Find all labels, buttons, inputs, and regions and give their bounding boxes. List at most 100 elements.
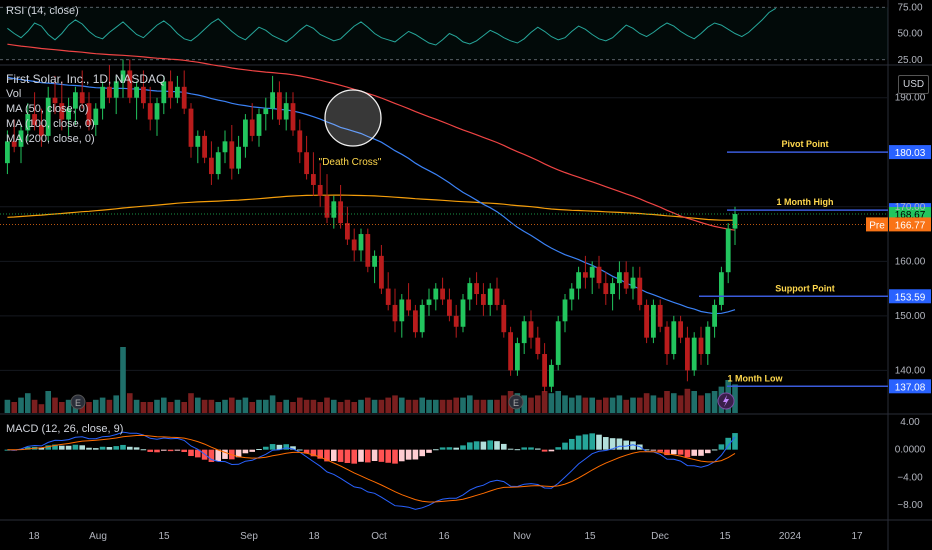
legend-vol[interactable]: Vol: [6, 88, 22, 100]
macd-histogram-bar: [596, 434, 602, 450]
candle-body: [712, 304, 717, 327]
volume-bar: [344, 399, 351, 413]
volume-bar: [684, 388, 691, 413]
macd-histogram-bar: [507, 448, 514, 450]
volume-bar: [45, 391, 51, 413]
candle-body: [637, 277, 643, 305]
candle-body: [528, 321, 534, 338]
candle-body: [542, 354, 547, 387]
candle-body: [630, 277, 636, 289]
volume-bar: [473, 399, 480, 413]
volume-bar: [494, 399, 500, 413]
macd-histogram-bar: [664, 449, 670, 456]
volume-bar: [235, 399, 242, 413]
volume-bar: [575, 395, 582, 413]
macd-histogram-bar: [188, 449, 194, 457]
macd-histogram-bar: [235, 449, 242, 458]
macd-histogram-bar: [263, 446, 269, 450]
macd-histogram-bar: [222, 449, 228, 459]
volume-bar: [215, 402, 221, 413]
earnings-marker-aug[interactable]: E: [70, 394, 86, 410]
earnings-marker-oct[interactable]: E: [508, 394, 524, 410]
time-tick-label: Nov: [513, 531, 531, 542]
macd-histogram-bar: [154, 449, 160, 453]
volume-bar: [18, 397, 24, 413]
macd-histogram-bar: [113, 446, 119, 450]
level-price-tag: [889, 289, 931, 304]
macd-histogram-bar: [38, 447, 45, 450]
volume-bar: [623, 399, 629, 413]
volume-bar: [140, 402, 147, 413]
volume-bar: [167, 402, 174, 413]
macd-histogram-bar: [337, 449, 344, 462]
macd-histogram-bar: [643, 449, 650, 451]
symbol-title[interactable]: First Solar, Inc., 1D, NASDAQ: [6, 72, 166, 86]
currency-button[interactable]: USD: [898, 75, 930, 94]
macd-tick-label: −8.00: [897, 500, 923, 511]
macd-histogram-bar: [195, 449, 201, 458]
candle-body: [195, 135, 201, 147]
macd-histogram-bar: [351, 449, 357, 464]
macd-histogram-bar: [181, 449, 187, 453]
candle-body: [277, 92, 282, 120]
macd-histogram-bar: [671, 449, 677, 455]
candle-body: [229, 141, 235, 169]
candle-body: [100, 86, 105, 109]
candle-body: [52, 97, 58, 104]
candle-body: [79, 92, 85, 104]
macd-histogram-bar: [732, 433, 738, 450]
volume-bar: [677, 395, 684, 413]
legend-ma200[interactable]: MA (200, close, 0): [6, 133, 95, 145]
candle-body: [39, 124, 44, 136]
time-tick-label: 15: [584, 531, 596, 542]
time-tick-label: Aug: [89, 531, 107, 542]
macd-title[interactable]: MACD (12, 26, close, 9): [6, 423, 124, 435]
macd-histogram-bar: [358, 449, 364, 462]
legend-ma50[interactable]: MA (50, close, 0): [6, 103, 89, 115]
level-price-tag: [889, 145, 931, 160]
volume-bar: [487, 399, 493, 413]
volume-bar: [365, 397, 371, 413]
macd-histogram-bar: [460, 445, 466, 450]
candle-body: [181, 86, 187, 109]
volume-bar: [691, 391, 697, 413]
dividend-lightning-icon[interactable]: [717, 392, 735, 410]
volume-bar: [392, 395, 398, 413]
macd-histogram-bar: [79, 445, 85, 450]
macd-histogram-bar: [589, 433, 595, 450]
rsi-title[interactable]: RSI (14, close): [6, 5, 79, 17]
macd-histogram-bar: [623, 440, 629, 450]
candle-body: [270, 92, 275, 109]
candle-body: [474, 283, 479, 295]
macd-histogram-bar: [52, 444, 58, 450]
candle-body: [283, 103, 289, 120]
candle-body: [365, 234, 371, 267]
macd-histogram-bar: [174, 449, 181, 451]
macd-histogram-bar: [99, 446, 106, 450]
volume-bar: [263, 399, 269, 413]
legend-ma100[interactable]: MA (100, close, 0): [6, 118, 95, 130]
volume-bar: [59, 402, 65, 413]
rsi-tick-label: 75.00: [897, 2, 922, 13]
macd-histogram-bar: [399, 449, 405, 462]
volume-bar: [541, 391, 548, 413]
volume-bar: [25, 393, 31, 413]
macd-histogram-bar: [45, 445, 51, 450]
candle-body: [188, 108, 194, 147]
candle-body: [603, 283, 609, 295]
volume-bar: [705, 393, 711, 413]
volume-bar: [521, 395, 527, 413]
level-name-label: 1 Month High: [777, 197, 834, 207]
volume-bar: [195, 397, 201, 413]
volume-bar: [31, 399, 38, 413]
volume-bar: [229, 397, 235, 413]
candle-body: [657, 304, 663, 327]
macd-histogram-bar: [705, 449, 711, 454]
volume-bar: [643, 393, 650, 413]
volume-bar: [86, 402, 92, 413]
volume-bar: [331, 399, 337, 413]
macd-histogram-bar: [256, 449, 262, 451]
macd-histogram-bar: [242, 449, 249, 454]
